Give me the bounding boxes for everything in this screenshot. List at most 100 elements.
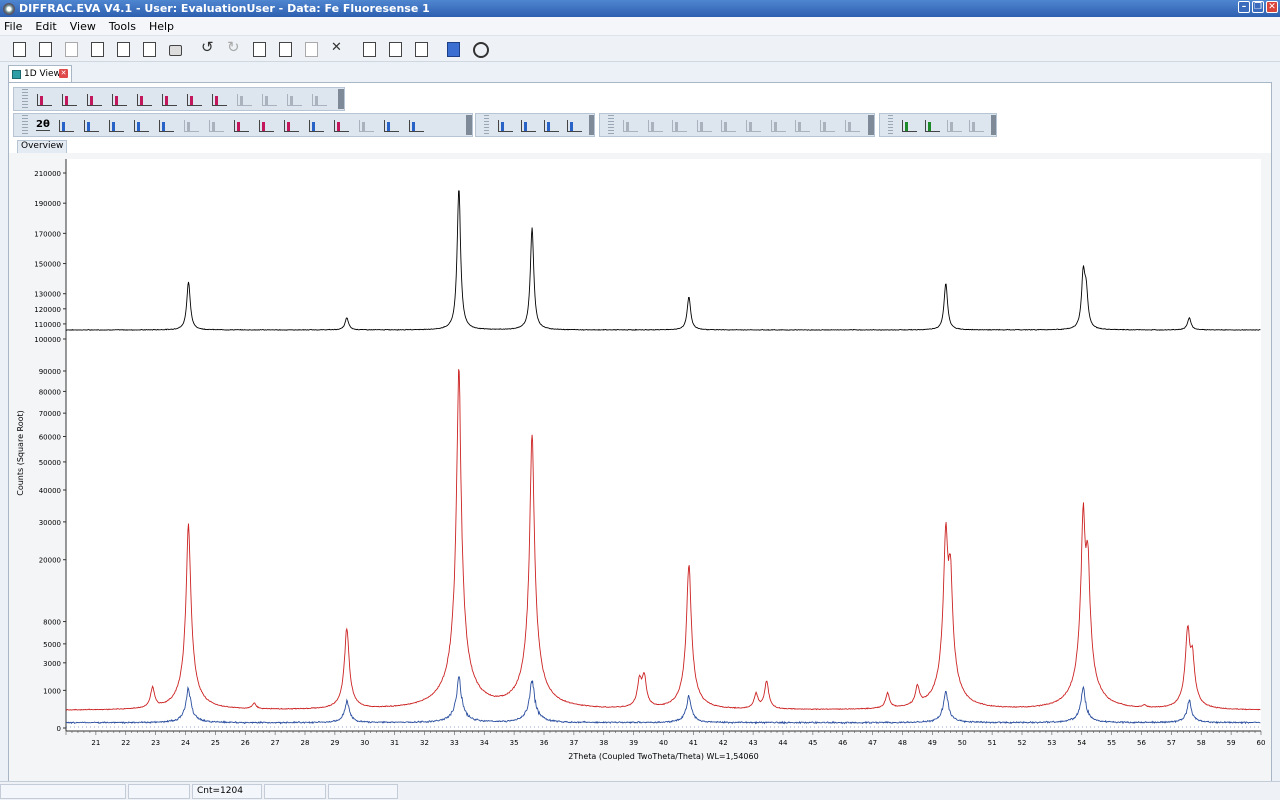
x-tick-label: 58 <box>1197 739 1206 747</box>
print-icon[interactable] <box>166 40 184 58</box>
toolbar-grip[interactable] <box>22 89 28 109</box>
zoom-in-icon[interactable] <box>133 117 150 134</box>
y-scale-icon[interactable] <box>58 117 75 134</box>
curve-fit-icon[interactable] <box>111 91 128 108</box>
toolbar-dropdown-icon[interactable] <box>466 115 472 135</box>
menu-help[interactable]: Help <box>148 19 175 33</box>
search-by-number-icon[interactable] <box>543 117 559 134</box>
toolbar-grip[interactable] <box>608 115 614 135</box>
minimize-icon[interactable]: – <box>1238 1 1250 13</box>
pattern-tool-3-icon[interactable] <box>671 117 688 134</box>
offset-icon[interactable] <box>211 91 228 108</box>
search-match-icon[interactable] <box>497 117 514 134</box>
document-tabs: 1D View ✕ <box>0 62 1280 82</box>
status-cell-1 <box>0 783 126 799</box>
kalpha2-strip-icon[interactable] <box>61 91 78 108</box>
pattern-tool-4-icon[interactable] <box>696 117 713 134</box>
x-tick-label: 35 <box>510 739 519 747</box>
pattern-tool-7-icon[interactable] <box>770 117 787 134</box>
toolbar-dropdown-icon[interactable] <box>338 89 344 109</box>
menu-edit[interactable]: Edit <box>35 19 57 33</box>
diffraction-chart[interactable]: 210000 190000 170000 150000 130000 120000 1100… <box>9 153 1271 793</box>
zoom-redo-icon[interactable] <box>208 117 225 134</box>
pattern-tool-5-icon[interactable] <box>720 117 737 134</box>
paste-scan-icon[interactable] <box>258 117 275 134</box>
menu-file[interactable]: File <box>4 19 23 33</box>
two-theta-selector[interactable]: 2θ <box>36 119 50 131</box>
check-icon[interactable] <box>386 40 404 58</box>
merge-icon[interactable] <box>236 91 253 108</box>
import-special-icon[interactable] <box>140 40 158 58</box>
toolbar-dropdown-icon[interactable] <box>588 115 594 135</box>
pattern-tool-9-icon[interactable] <box>819 117 836 134</box>
import-icon[interactable] <box>114 40 132 58</box>
chart-svg[interactable]: 210000 190000 170000 150000 130000 120000 1100… <box>9 153 1271 793</box>
close-icon[interactable]: ✕ <box>1266 1 1278 13</box>
peak-marker-icon[interactable] <box>383 117 400 134</box>
open-icon[interactable] <box>36 40 54 58</box>
overview-tab[interactable]: Overview <box>17 140 68 153</box>
shift-icon[interactable] <box>136 91 153 108</box>
menu-view[interactable]: View <box>69 19 96 33</box>
tab-close-icon[interactable]: ✕ <box>59 69 68 78</box>
fourier-smooth-icon[interactable] <box>86 91 103 108</box>
export-scan-icon[interactable] <box>333 117 350 134</box>
restore-icon[interactable]: ❐ <box>1252 1 1264 13</box>
pattern-tool-8-icon[interactable] <box>794 117 811 134</box>
y-tick-label: 150000 <box>34 261 61 269</box>
x-tick-label: 43 <box>749 739 758 747</box>
scale-icon[interactable] <box>161 91 178 108</box>
close-document-icon[interactable] <box>62 40 80 58</box>
stick-pattern-icon[interactable] <box>408 117 425 134</box>
x-scale-icon[interactable] <box>83 117 100 134</box>
toolbar-dropdown-icon[interactable] <box>868 115 874 135</box>
pattern-tool-6-icon[interactable] <box>745 117 762 134</box>
copy-icon[interactable] <box>276 40 294 58</box>
cut-icon[interactable] <box>250 40 268 58</box>
data-tree-icon[interactable] <box>360 40 378 58</box>
settings-icon[interactable] <box>470 40 489 58</box>
rotate-icon[interactable] <box>308 117 325 134</box>
view-panel: 2θ <box>8 82 1272 794</box>
compare-icon[interactable] <box>311 91 328 108</box>
add-icon[interactable] <box>261 91 278 108</box>
zoom-baseline-icon[interactable] <box>108 117 125 134</box>
undo-icon[interactable] <box>198 38 216 58</box>
x-tick-label: 50 <box>958 739 967 747</box>
export-icon[interactable] <box>88 40 106 58</box>
x-tick-label: 46 <box>838 739 847 747</box>
peak-delete-icon[interactable] <box>968 117 985 134</box>
normalize-icon[interactable] <box>186 91 203 108</box>
y-tick-label: 3000 <box>43 660 61 668</box>
icdd-icon[interactable] <box>444 40 462 58</box>
toolbar-grip[interactable] <box>22 115 28 135</box>
pattern-tool-2-icon[interactable] <box>647 117 664 134</box>
menu-tools[interactable]: Tools <box>108 19 136 33</box>
pattern-tool-1-icon[interactable] <box>622 117 639 134</box>
delete-icon[interactable] <box>328 40 346 58</box>
search-hkl-icon[interactable] <box>566 117 582 134</box>
new-document-icon[interactable] <box>10 40 28 58</box>
y-axis-label: Counts (Square Root) <box>16 410 25 496</box>
peak-search-icon[interactable] <box>901 117 918 134</box>
pencil-icon[interactable] <box>358 117 375 134</box>
zoom-y-icon[interactable] <box>158 117 175 134</box>
peak-zoom-icon[interactable] <box>946 117 963 134</box>
paste-icon[interactable] <box>302 40 320 58</box>
subtract-icon[interactable] <box>286 91 303 108</box>
redo-icon[interactable] <box>224 38 242 58</box>
search-by-name-icon[interactable] <box>520 117 536 134</box>
background-icon[interactable] <box>36 91 53 108</box>
toolbar-grip[interactable] <box>484 115 490 135</box>
pattern-tool-10-icon[interactable] <box>844 117 861 134</box>
x-tick-label: 32 <box>420 739 429 747</box>
cut-scan-icon[interactable] <box>283 117 300 134</box>
tab-1d-view[interactable]: 1D View ✕ <box>8 65 72 82</box>
toolbar-dropdown-icon[interactable] <box>990 115 996 135</box>
select-icon[interactable] <box>412 40 430 58</box>
zoom-undo-icon[interactable] <box>183 117 200 134</box>
toolbar-grip[interactable] <box>888 115 894 135</box>
y-tick-label: 0 <box>57 725 61 733</box>
peak-list-icon[interactable] <box>924 117 941 134</box>
copy-scan-icon[interactable] <box>233 117 250 134</box>
